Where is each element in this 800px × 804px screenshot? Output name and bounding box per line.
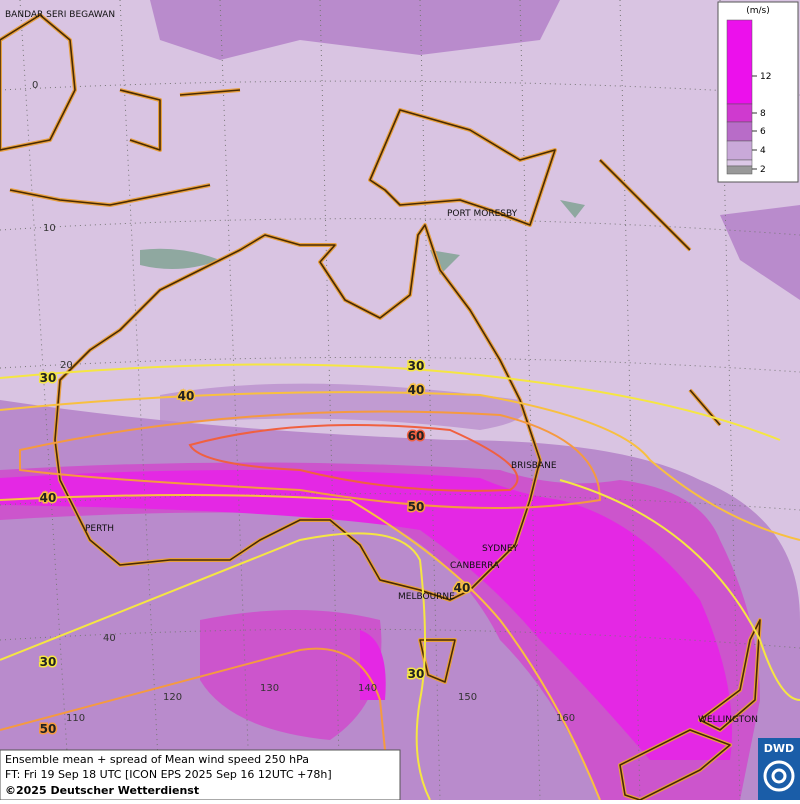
latitude-label: 40 <box>103 633 116 644</box>
contour-40 <box>0 391 800 541</box>
spread-area <box>200 610 382 740</box>
longitude-label: 160 <box>556 713 575 724</box>
city-label: WELLINGTON <box>698 715 758 725</box>
contour-label: 40 <box>40 491 57 505</box>
legend-tick-label: 4 <box>760 146 766 156</box>
spread-area <box>360 630 386 700</box>
contour-40 <box>0 494 601 801</box>
logo-swirl <box>763 760 795 792</box>
footer: Ensemble mean + spread of Mean wind spee… <box>0 749 401 801</box>
longitude-label: 130 <box>260 683 279 694</box>
legend-swatch <box>726 103 753 123</box>
city-label: CANBERRA <box>450 561 500 571</box>
latitude-label: 20 <box>60 360 73 371</box>
legend-swatch <box>726 121 753 142</box>
coastlines <box>0 13 762 802</box>
contour-50 <box>19 410 602 509</box>
legend: (m/s) 12 8 6 4 2 <box>717 1 799 183</box>
contour-label: 30 <box>40 371 57 385</box>
legend-swatch <box>726 159 753 167</box>
contour-30 <box>0 363 781 441</box>
logo: DWD <box>758 738 800 800</box>
contour-label: 50 <box>40 722 57 736</box>
contour-60 <box>188 424 519 492</box>
logo-swirl <box>771 768 787 784</box>
logo-text: DWD <box>764 742 794 755</box>
contour-label: 30 <box>40 655 57 669</box>
contour-30 <box>559 479 800 701</box>
legend-swatch <box>726 140 753 161</box>
contour-label: 60 <box>408 429 425 443</box>
contour-label: 50 <box>408 500 425 514</box>
legend-tick-label: 6 <box>760 127 766 137</box>
latitude-label: 0 <box>32 80 38 91</box>
longitude-label: 110 <box>66 713 85 724</box>
longitude-label: 150 <box>458 692 477 703</box>
footer-line: FT: Fri 19 Sep 18 UTC [ICON EPS 2025 Sep… <box>5 768 332 781</box>
contour-50 <box>0 647 391 801</box>
contour-label: 40 <box>454 581 471 595</box>
footer-line: Ensemble mean + spread of Mean wind spee… <box>5 753 309 766</box>
legend-tick-label: 12 <box>760 72 771 82</box>
city-label: SYDNEY <box>482 544 519 554</box>
legend-swatch <box>726 165 753 175</box>
legend-tick-label: 2 <box>760 165 766 175</box>
longitude-label: 140 <box>358 683 377 694</box>
spread-area <box>150 0 560 60</box>
legend-swatch <box>726 19 753 105</box>
contour-30 <box>0 532 431 801</box>
contour-label: 40 <box>178 389 195 403</box>
contour-label: 30 <box>408 667 425 681</box>
legend-unit: (m/s) <box>746 6 770 16</box>
low-spread <box>140 200 585 275</box>
city-label: PORT MORESBY <box>447 209 518 219</box>
copyright: ©2025 Deutscher Wetterdienst <box>5 784 199 797</box>
legend-tick-label: 8 <box>760 109 766 119</box>
city-label: BRISBANE <box>511 461 557 471</box>
footer-box <box>0 749 401 801</box>
spread-area <box>160 383 525 430</box>
spread-area <box>0 470 732 760</box>
city-label: PERTH <box>85 524 114 534</box>
contours <box>0 363 800 801</box>
map-labels: BANDAR SERI BEGAWAN PORT MORESBY BRISBANE P… <box>5 10 758 738</box>
latitude-label: 10 <box>43 223 56 234</box>
city-label: BANDAR SERI BEGAWAN <box>5 10 115 20</box>
contour-label: 30 <box>408 359 425 373</box>
longitude-label: 120 <box>163 692 182 703</box>
spread-area <box>720 205 800 300</box>
contour-label: 40 <box>408 383 425 397</box>
city-label: MELBOURNE <box>398 592 455 602</box>
